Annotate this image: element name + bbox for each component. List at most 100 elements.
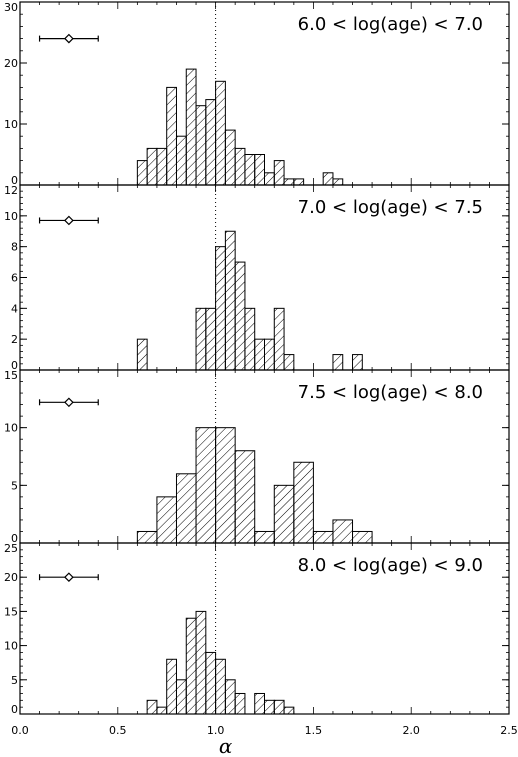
panel-3: 0 5 10 15 7.5 < log(age) < 8.0	[4, 369, 510, 545]
y-tick-label: 4	[11, 302, 18, 315]
histogram-bin	[254, 692, 266, 715]
histogram-bin	[136, 530, 158, 544]
error-bar-marker	[38, 572, 99, 583]
histogram-bin	[136, 160, 148, 186]
histogram-bin	[244, 154, 256, 186]
y-tick-label: 8	[11, 241, 18, 254]
histogram-bin	[156, 496, 177, 544]
error-bar-marker	[38, 33, 99, 44]
histogram-bin	[273, 307, 285, 371]
histogram-bin	[293, 461, 314, 544]
histogram-bin	[273, 699, 285, 715]
y-tick-label: 0	[11, 174, 18, 187]
histogram-bin	[195, 105, 207, 186]
y-tick-label: 15	[4, 605, 18, 618]
y-tick-label: 10	[4, 210, 18, 223]
histogram-bin	[352, 354, 363, 371]
error-bar-marker	[38, 215, 99, 226]
histogram-bin	[215, 246, 226, 371]
y-tick-label: 25	[4, 542, 18, 555]
histogram-bin	[273, 160, 285, 186]
x-tick-label: 1.0	[207, 724, 225, 737]
y-tick-label: 10	[4, 640, 18, 653]
histogram-bin	[215, 427, 236, 544]
x-tick-label: 0.0	[11, 724, 29, 737]
x-axis: 0.0 0.5 1.0 1.5 2.0 2.5	[11, 724, 518, 737]
y-tick-label: 20	[4, 57, 18, 70]
histogram-bin	[332, 519, 354, 544]
histogram-bin	[264, 699, 275, 715]
histogram-bin	[136, 338, 148, 371]
histogram-bin	[332, 178, 344, 186]
x-tick-label: 1.5	[305, 724, 323, 737]
histogram-bin	[195, 427, 217, 544]
histogram-bin	[185, 617, 197, 715]
panel-title: 7.5 < log(age) < 8.0	[298, 382, 483, 403]
y-tick-label: 5	[11, 674, 18, 687]
histogram-bin	[215, 80, 226, 186]
panel-2: 0 2 4 6 8 10 12 7.0 < log(age) < 7.5	[4, 184, 510, 372]
y-tick-label: 0	[11, 703, 18, 716]
histogram-bin	[234, 147, 246, 186]
x-tick-label: 2.0	[402, 724, 420, 737]
x-tick-label: 0.5	[109, 724, 127, 737]
histogram-bin	[322, 172, 334, 186]
histogram-bin	[234, 450, 256, 544]
y-tick-label: 10	[4, 422, 18, 435]
panel-1: 0 10 20 30 6.0 < log(age) < 7.0	[4, 1, 510, 187]
y-tick-label: 6	[11, 272, 18, 285]
histogram-bin	[283, 178, 295, 186]
y-tick-label: 20	[4, 571, 18, 584]
histogram-bin	[283, 706, 295, 715]
histogram-bin	[312, 530, 334, 544]
x-tick-label: 2.5	[500, 724, 518, 737]
histogram-bin	[283, 354, 295, 371]
y-tick-label: 30	[4, 1, 18, 14]
histogram-bin	[273, 484, 295, 544]
histogram-bin	[254, 154, 266, 186]
y-tick-label: 2	[11, 333, 18, 346]
histogram-bin	[146, 147, 158, 186]
histogram-bin	[254, 530, 275, 544]
histogram-bin	[264, 172, 275, 186]
histogram-bin	[156, 147, 168, 186]
histogram-bin	[175, 679, 187, 715]
histogram-bin	[166, 86, 177, 186]
y-tick-label: 10	[4, 118, 18, 131]
histogram-bin	[205, 307, 217, 371]
histogram-bin	[175, 473, 197, 544]
histogram-bin	[244, 307, 256, 371]
y-tick-label: 5	[11, 479, 18, 492]
panel-title: 6.0 < log(age) < 7.0	[298, 14, 483, 35]
panel-4: 0 5 10 15 20 25 8.0 < log(age) < 9.0	[4, 542, 510, 716]
panel-title: 7.0 < log(age) < 7.5	[298, 197, 483, 218]
histogram-bin	[195, 307, 207, 371]
histogram-bin	[156, 706, 168, 715]
histogram-bin	[215, 658, 226, 715]
histogram-bin	[146, 699, 158, 715]
y-tick-label: 12	[4, 184, 18, 197]
histogram-bin	[224, 230, 236, 371]
panel-frame	[19, 542, 510, 715]
histogram-bin	[175, 135, 187, 186]
x-axis-label: α	[219, 734, 233, 757]
histogram-bin	[185, 68, 197, 186]
histogram-bin	[254, 338, 266, 371]
histogram-bin	[224, 129, 236, 186]
histogram-bin	[195, 610, 207, 715]
histogram-bin	[352, 530, 373, 544]
y-tick-label: 15	[4, 369, 18, 382]
histogram-bin	[234, 261, 246, 371]
histogram-bin	[332, 354, 344, 371]
histogram-bin	[166, 658, 177, 715]
y-tick-label: 0	[11, 359, 18, 372]
histogram-bin	[205, 651, 217, 715]
histogram-bin	[293, 178, 305, 186]
panel-title: 8.0 < log(age) < 9.0	[298, 555, 483, 576]
histogram-bin	[234, 692, 246, 715]
y-tick-label: 0	[11, 532, 18, 545]
histogram-bin	[224, 679, 236, 715]
error-bar-marker	[38, 397, 99, 408]
histogram-bin	[264, 338, 275, 371]
